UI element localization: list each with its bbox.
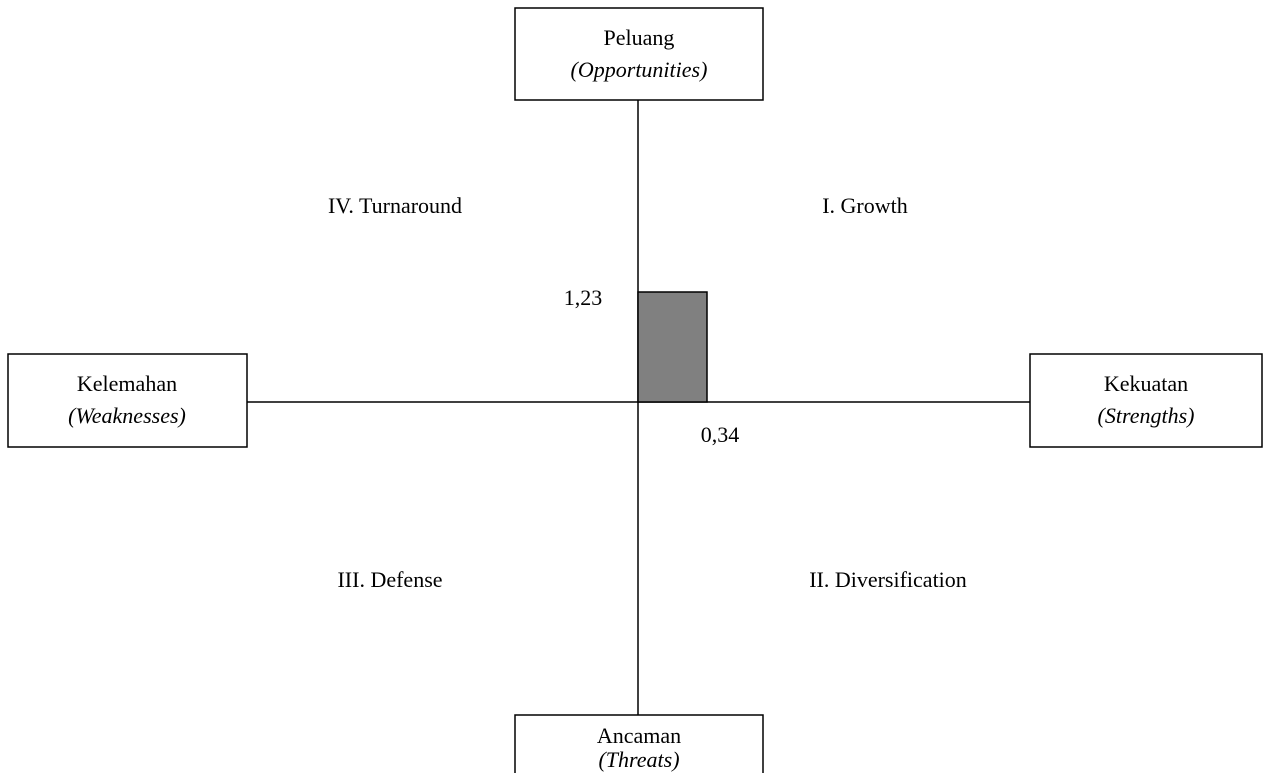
threats-box: [514, 714, 764, 773]
value-label: 0,34: [701, 422, 740, 447]
box-label: Ancaman: [597, 723, 681, 748]
box-sublabel: (Opportunities): [571, 57, 708, 82]
box-label: Kekuatan: [1104, 371, 1188, 396]
quadrant-label: IV. Turnaround: [328, 193, 462, 218]
weaknesses-box: [7, 353, 248, 448]
opportunities-box: [514, 7, 764, 101]
strengths-box: [1029, 353, 1263, 448]
box-label: Kelemahan: [77, 371, 177, 396]
quadrant-label: III. Defense: [337, 567, 442, 592]
quadrant-label: I. Growth: [822, 193, 908, 218]
quadrant-label: II. Diversification: [809, 567, 967, 592]
box-sublabel: (Strengths): [1098, 403, 1195, 428]
position-marker: [637, 291, 708, 403]
value-label: 1,23: [564, 285, 603, 310]
box-label: Peluang: [604, 25, 675, 50]
box-sublabel: (Threats): [598, 747, 679, 772]
box-sublabel: (Weaknesses): [68, 403, 186, 428]
